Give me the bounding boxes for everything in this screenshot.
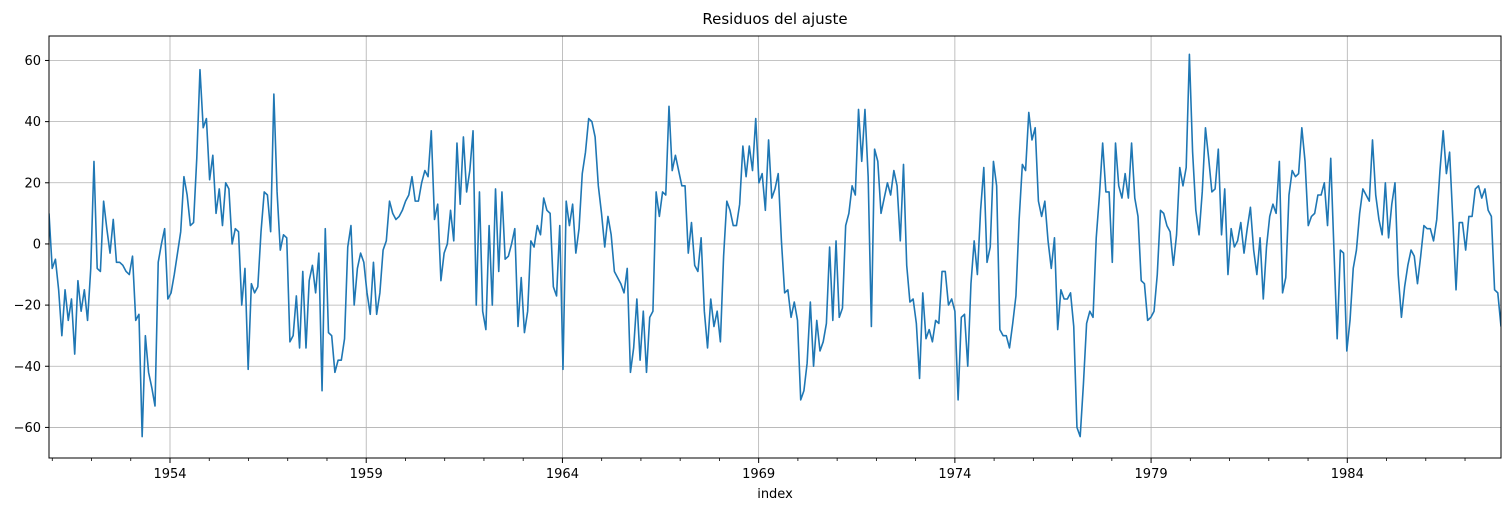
- x-axis: 1954 1959 1964 1969 1974 1979 1984: [51, 458, 1466, 482]
- y-axis: −60 −40 −20 0 20 40 60: [14, 54, 49, 436]
- y-tick-label: −20: [14, 299, 41, 314]
- x-axis-label: index: [757, 487, 793, 502]
- plot-frame: [48, 35, 1502, 459]
- series-layer: [49, 53, 1501, 438]
- x-tick-label: 1979: [1135, 467, 1168, 482]
- x-tick-label: 1969: [742, 467, 775, 482]
- x-tick-label: 1984: [1331, 467, 1364, 482]
- y-tick-label: 0: [33, 237, 41, 252]
- x-tick-label: 1964: [546, 467, 579, 482]
- y-tick-label: 60: [24, 54, 41, 69]
- x-tick-label: 1959: [350, 467, 383, 482]
- chart-title: Residuos del ajuste: [702, 10, 847, 28]
- y-tick-label: −40: [14, 360, 41, 375]
- x-tick-label: 1974: [938, 467, 971, 482]
- series-line-0: [49, 53, 1501, 438]
- grid: [49, 36, 1501, 458]
- y-tick-label: 40: [24, 115, 41, 130]
- y-tick-label: 20: [24, 176, 41, 191]
- x-tick-label: 1954: [153, 467, 186, 482]
- y-tick-label: −60: [14, 421, 41, 436]
